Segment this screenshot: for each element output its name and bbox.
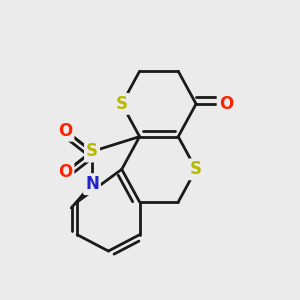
Text: N: N xyxy=(85,175,99,193)
Text: S: S xyxy=(116,95,128,113)
Text: O: O xyxy=(58,163,72,181)
Text: O: O xyxy=(58,122,72,140)
Text: S: S xyxy=(86,142,98,160)
Text: S: S xyxy=(190,160,202,178)
Text: O: O xyxy=(219,95,233,113)
